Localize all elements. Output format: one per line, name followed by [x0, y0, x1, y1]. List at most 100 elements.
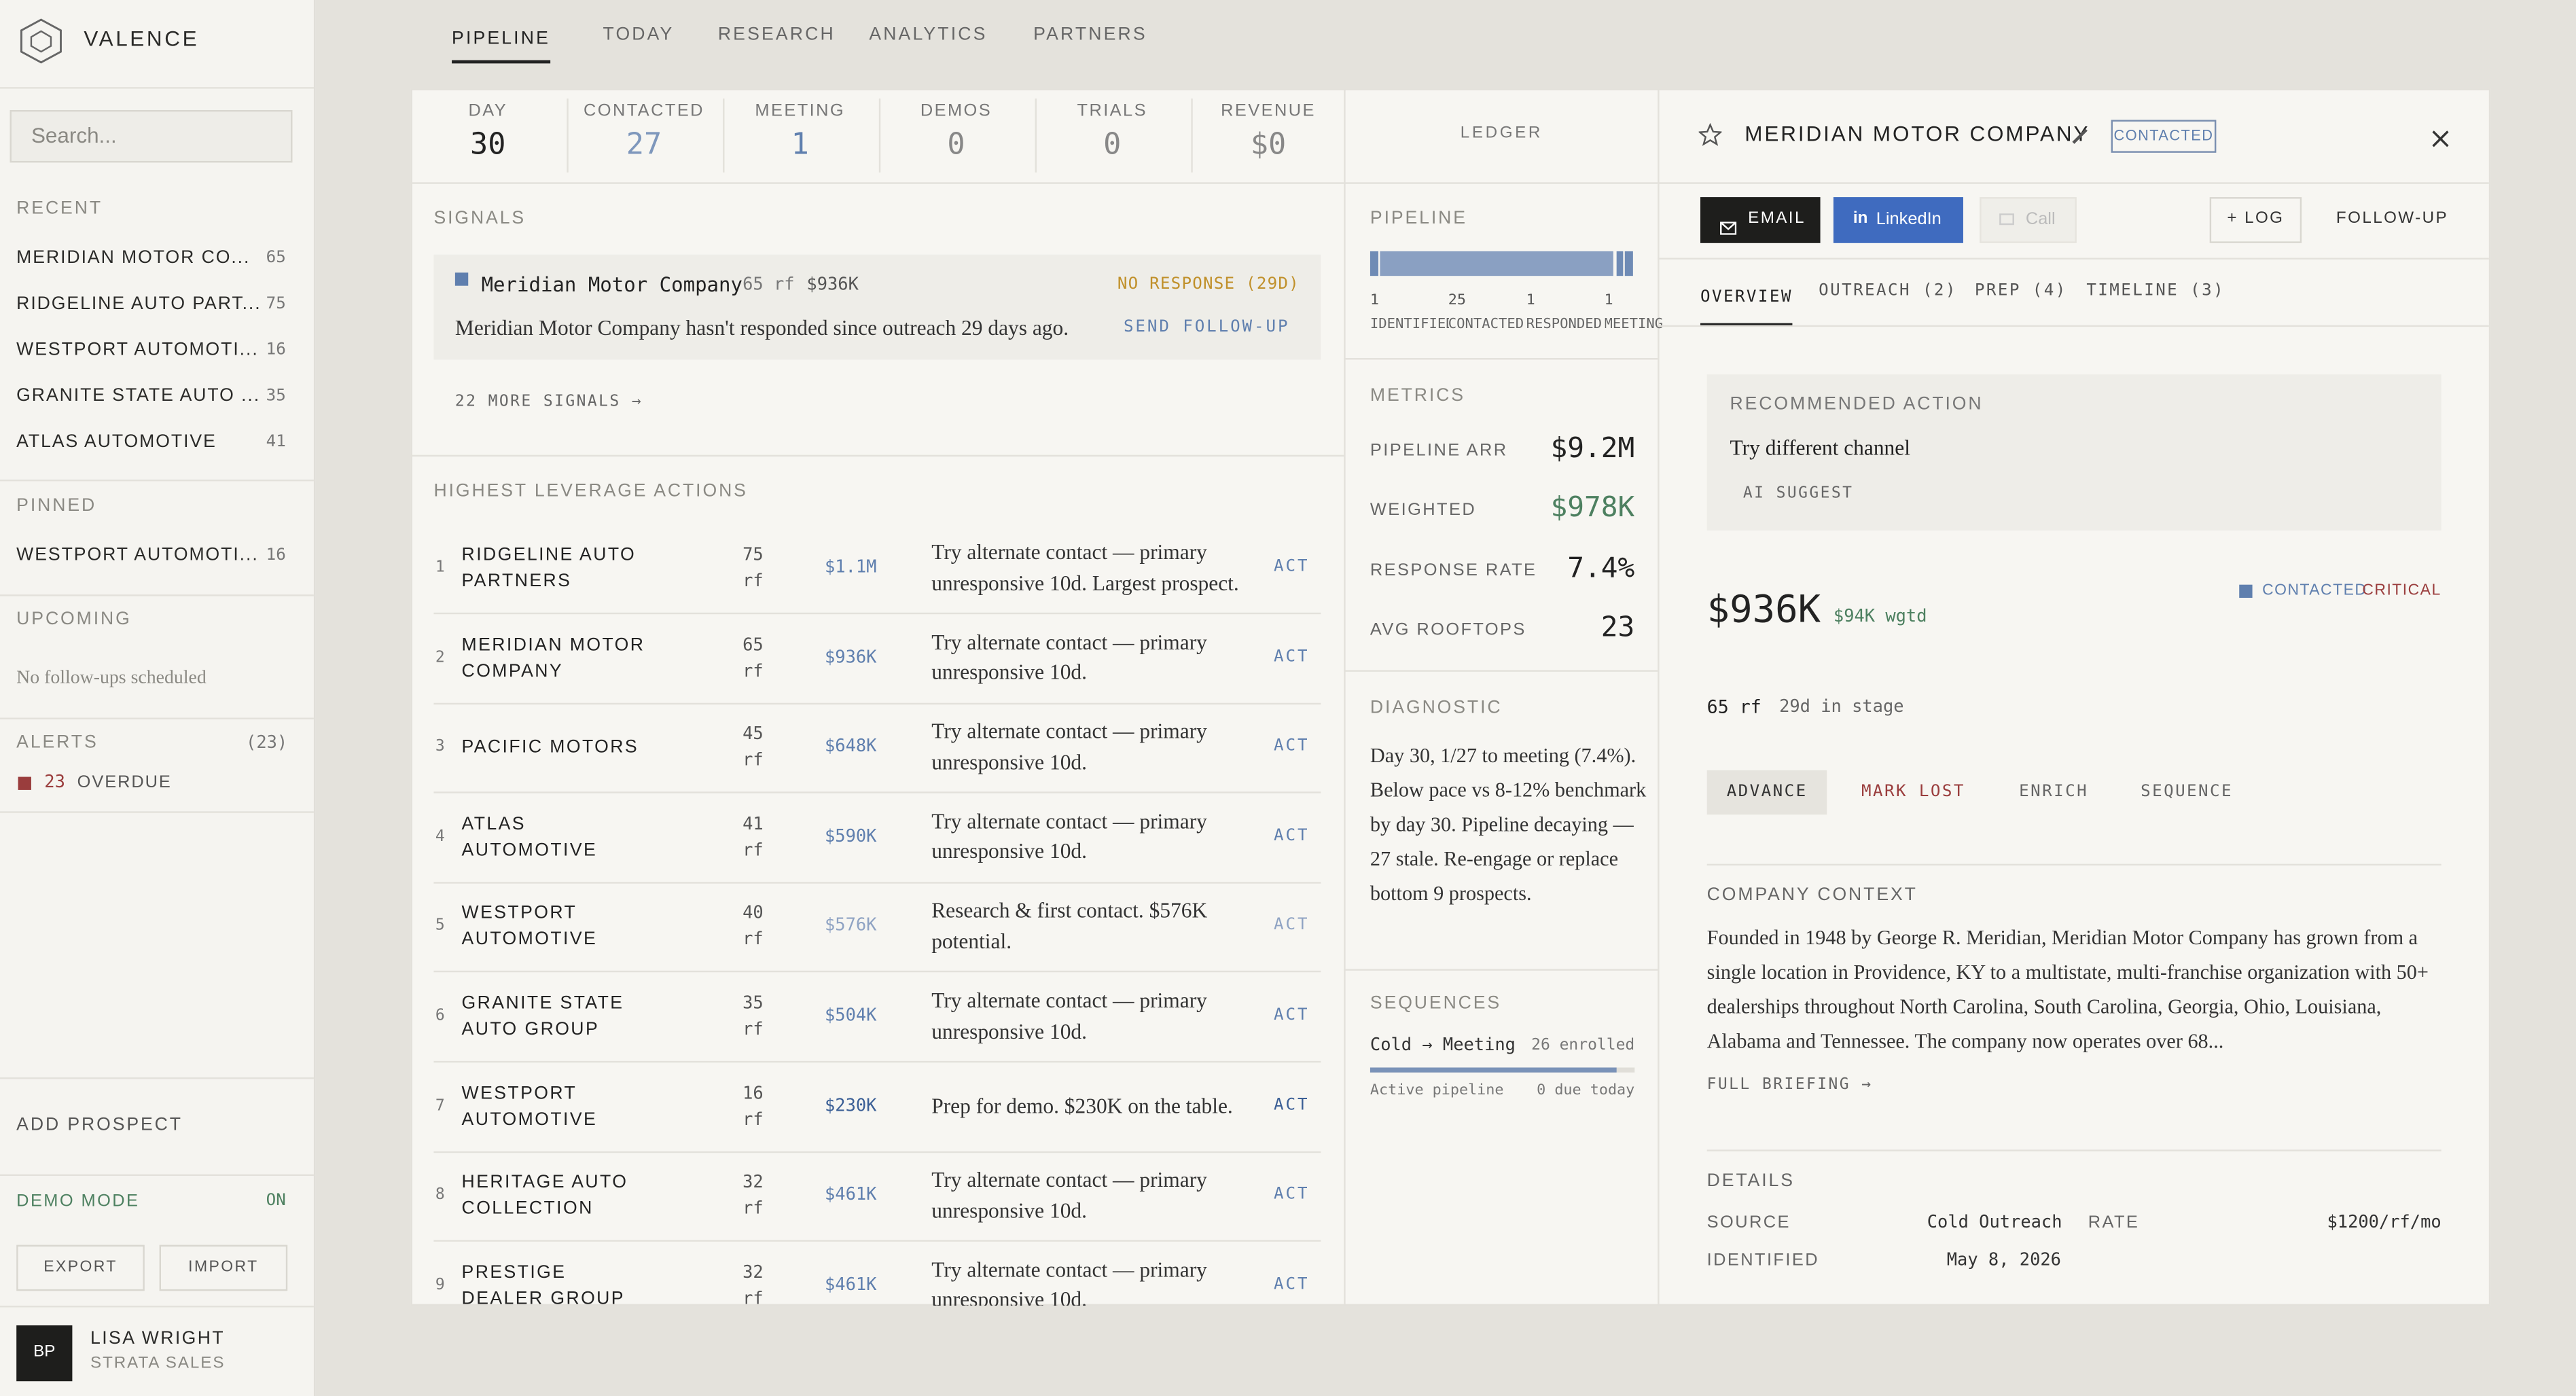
button-label: EXPORT: [43, 1258, 118, 1276]
star-icon[interactable]: [1698, 122, 1723, 146]
act-button[interactable]: ACT: [1274, 827, 1310, 845]
detail-tab[interactable]: TIMELINE (3): [2086, 282, 2225, 300]
act-button[interactable]: ACT: [1274, 1006, 1310, 1025]
email-button[interactable]: [1700, 197, 1821, 243]
sequence-status: Active pipeline: [1370, 1083, 1504, 1100]
ledger-tab[interactable]: LEDGER: [1460, 124, 1543, 143]
sequence-name[interactable]: Cold → Meeting: [1370, 1035, 1516, 1056]
rank: 4: [435, 827, 445, 846]
stat-label: REVENUE: [1221, 101, 1316, 121]
button-label: Call: [2025, 209, 2056, 230]
edit-icon[interactable]: [2070, 125, 2090, 145]
stage-count: 1: [1604, 293, 1613, 310]
metric-label: AVG ROOFTOPS: [1370, 620, 1526, 640]
prospect-name[interactable]: WESTPORT AUTOMOTIVE: [461, 1083, 598, 1130]
close-icon[interactable]: [2431, 126, 2450, 147]
linkedin-icon: in: [1853, 209, 1868, 228]
prospect-name[interactable]: PRESTIGE DEALER GROUP: [461, 1262, 626, 1306]
section-title: PINNED: [16, 496, 97, 516]
divider: [1344, 969, 1658, 971]
signal-rf: 65 rf: [743, 274, 795, 295]
metric-value: 7.4%: [1567, 552, 1635, 585]
prospect-name[interactable]: WESTPORT AUTOMOTIVE: [461, 903, 598, 950]
nav-tab[interactable]: PARTNERS: [1033, 24, 1147, 45]
more-signals[interactable]: 22 MORE SIGNALS →: [454, 392, 643, 411]
act-button[interactable]: ACT: [1274, 1185, 1310, 1204]
recent-item[interactable]: RIDGELINE AUTO PART...: [16, 294, 262, 315]
divider: [567, 99, 569, 173]
arr-value: $590K: [825, 826, 877, 846]
prospect-name[interactable]: ATLAS AUTOMOTIVE: [461, 814, 598, 861]
search-box[interactable]: [10, 109, 293, 163]
demo-state: ON: [266, 1192, 286, 1211]
divider: [0, 717, 314, 719]
stat-label: TRIALS: [1077, 101, 1147, 121]
stat-label: DAY: [468, 101, 508, 121]
pipeline-segment: [1625, 251, 1633, 276]
nav-tab[interactable]: PIPELINE: [452, 29, 550, 63]
sidebar-button[interactable]: [159, 1245, 288, 1291]
briefing-link[interactable]: FULL BRIEFING →: [1706, 1075, 1873, 1094]
recommendation-text: Try different channel: [1730, 435, 1910, 460]
stage-action[interactable]: MARK LOST: [1861, 783, 1965, 802]
nav-tab[interactable]: TODAY: [603, 24, 675, 45]
action-note: Prep for demo. $230K on the table.: [931, 1092, 1233, 1117]
act-button[interactable]: ACT: [1274, 558, 1310, 576]
sidebar-button[interactable]: [16, 1245, 145, 1291]
stage-action[interactable]: ADVANCE: [1726, 783, 1808, 802]
divider: [1658, 325, 2489, 327]
recent-item[interactable]: MERIDIAN MOTOR CO...: [16, 248, 251, 268]
detail-tab[interactable]: OUTREACH (2): [1819, 282, 1957, 300]
deal-value: $936K: [1706, 589, 1821, 632]
linkedin-button[interactable]: [1833, 197, 1963, 243]
recent-item[interactable]: WESTPORT AUTOMOTI...: [16, 340, 259, 360]
metric-value: $978K: [1550, 492, 1635, 525]
weighted-value: $94K wgtd: [1833, 607, 1927, 627]
act-button[interactable]: ACT: [1274, 737, 1310, 755]
act-button[interactable]: ACT: [1274, 647, 1310, 666]
stat-value: 0: [1103, 127, 1122, 162]
detail-tab[interactable]: OVERVIEW: [1700, 289, 1793, 326]
stage-name: IDENTIFIED: [1370, 316, 1448, 334]
stage-action[interactable]: SEQUENCE: [2141, 783, 2233, 802]
prospect-name[interactable]: PACIFIC MOTORS: [461, 737, 639, 757]
act-button[interactable]: ACT: [1274, 916, 1310, 935]
signal-company[interactable]: Meridian Motor Company: [481, 273, 743, 297]
signal-message: Meridian Motor Company hasn't responded …: [454, 315, 1069, 340]
nav-tab[interactable]: ANALYTICS: [869, 24, 988, 45]
detail-tab[interactable]: PREP (4): [1974, 282, 2067, 300]
prospect-name[interactable]: GRANITE STATE AUTO GROUP: [461, 993, 624, 1040]
logo: [18, 18, 65, 65]
demo-mode[interactable]: DEMO MODE: [16, 1191, 140, 1211]
follow-up-button[interactable]: FOLLOW-UP: [2336, 209, 2449, 228]
button-label: EMAIL: [1748, 209, 1806, 228]
add-prospect[interactable]: ADD PROSPECT: [16, 1115, 183, 1135]
recommendation-card: [1706, 374, 2441, 531]
edit-icon-svg: [2072, 128, 2088, 144]
recent-item[interactable]: ATLAS AUTOMOTIVE: [16, 432, 217, 452]
recent-count: 16: [266, 341, 286, 359]
prospect-name[interactable]: HERITAGE AUTO COLLECTION: [461, 1173, 628, 1219]
badge-label: CONTACTED: [2113, 127, 2214, 144]
section-title: UPCOMING: [16, 609, 132, 630]
row-divider: [433, 1060, 1321, 1063]
act-button[interactable]: ACT: [1274, 1096, 1310, 1114]
signal-action[interactable]: SEND FOLLOW-UP: [1123, 318, 1290, 337]
divider: [410, 182, 1658, 184]
stage-action[interactable]: ENRICH: [2019, 783, 2089, 802]
act-button[interactable]: ACT: [1274, 1275, 1310, 1294]
alert-label[interactable]: OVERDUE: [77, 772, 172, 793]
pinned-item[interactable]: WESTPORT AUTOMOTI...: [16, 545, 259, 565]
detail-rooftops: 65 rf: [1706, 696, 1761, 718]
divider: [1344, 670, 1658, 672]
action-note: Try alternate contact — primary unrespon…: [931, 629, 1207, 685]
prospect-name[interactable]: MERIDIAN MOTOR COMPANY: [461, 634, 645, 681]
nav-tab[interactable]: RESEARCH: [717, 24, 836, 45]
row-divider: [433, 881, 1321, 884]
log-button[interactable]: [2209, 197, 2302, 243]
action-note: Try alternate contact — primary unrespon…: [931, 1257, 1207, 1306]
recent-item[interactable]: GRANITE STATE AUTO ...: [16, 386, 261, 406]
prospect-name[interactable]: RIDGELINE AUTO PARTNERS: [461, 545, 637, 592]
section-title: DETAILS: [1706, 1171, 1795, 1192]
